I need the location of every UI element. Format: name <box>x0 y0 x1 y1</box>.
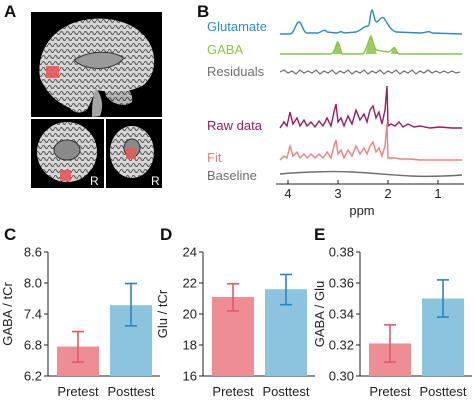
panel-letter-e: E <box>314 225 325 244</box>
panel-letter-c: C <box>4 225 16 244</box>
voxel-marker-sagittal <box>46 66 59 78</box>
spectrum-label-glutamate: Glutamate <box>207 19 267 34</box>
ppm-axis-title: ppm <box>349 203 374 218</box>
y-tick-label: 6.2 <box>24 369 42 384</box>
spectrum-fit <box>279 123 462 161</box>
ppm-tick-label: 4 <box>284 186 291 201</box>
spectrum-glutamate <box>280 9 463 35</box>
y-tick-label: 6.8 <box>24 338 42 353</box>
bar-chart-e: E 0.30 0.32 0.34 0.36 0.38 GABA / Glu Pretest Po… <box>312 225 472 399</box>
spectrum-label-gaba: GABA <box>207 42 243 57</box>
category-label: Pretest <box>212 384 254 399</box>
bar-chart-d: D 16 18 20 22 24 Glu / tCr Pretest Posttest <box>155 225 315 399</box>
ppm-tick-label: 3 <box>334 186 341 201</box>
y-tick-label: 8.6 <box>24 245 42 260</box>
ppm-ticks <box>287 180 439 184</box>
spectrum-baseline <box>279 170 463 178</box>
orientation-label-r: R <box>151 174 160 188</box>
spectrum-residuals <box>279 69 461 75</box>
panel-letter-a: A <box>4 2 16 21</box>
panel-b: B Glutamate GABA Residuals Raw data Fit … <box>197 2 464 218</box>
ppm-tick-label: 1 <box>434 186 441 201</box>
y-tick-label: 8.0 <box>24 276 42 291</box>
spectrum-label-raw-data: Raw data <box>207 118 263 133</box>
voxel-marker-axial <box>60 170 71 181</box>
y-tick-label: 0.30 <box>329 369 354 384</box>
y-tick-label: 0.32 <box>329 338 354 353</box>
y-tick-label: 0.38 <box>329 245 354 260</box>
y-tick-label: 16 <box>183 369 197 384</box>
ppm-tick-label: 2 <box>384 186 391 201</box>
axial-mri-image: R <box>31 119 104 188</box>
bar-chart-panels: C 6.2 6.8 7.4 8.0 8.6 GABA / tCr Pretest Posttes… <box>0 225 472 399</box>
spectrum-raw-data <box>279 85 462 129</box>
y-tick-label: 0.34 <box>329 307 354 322</box>
orientation-label-r: R <box>90 174 99 188</box>
y-tick-label: 20 <box>183 307 197 322</box>
y-axis-title: GABA / Glu <box>312 281 327 347</box>
y-tick-label: 7.4 <box>24 307 42 322</box>
spectrum-label-fit: Fit <box>207 150 222 165</box>
y-tick-label: 18 <box>183 338 197 353</box>
panel-a: A R <box>4 2 162 188</box>
category-label: Posttest <box>420 384 467 399</box>
panel-letter-b: B <box>197 2 209 21</box>
y-axis-title: Glu / tCr <box>155 289 170 338</box>
y-tick-label: 24 <box>183 245 197 260</box>
y-axis-title: GABA / tCr <box>0 282 15 346</box>
spectrum-gaba-fill <box>333 36 399 54</box>
category-label: Pretest <box>369 384 411 399</box>
y-tick-label: 22 <box>183 276 197 291</box>
panel-letter-d: D <box>160 225 172 244</box>
y-tick-label: 0.36 <box>329 276 354 291</box>
category-label: Posttest <box>108 384 155 399</box>
spectrum-label-baseline: Baseline <box>207 168 257 183</box>
sagittal-mri-image <box>31 12 162 117</box>
voxel-marker-coronal <box>126 148 136 159</box>
category-label: Posttest <box>263 384 310 399</box>
bar-chart-c: C 6.2 6.8 7.4 8.0 8.6 GABA / tCr Pretest Posttes… <box>0 225 160 399</box>
coronal-mri-image: R <box>106 119 162 188</box>
category-label: Pretest <box>57 384 99 399</box>
spectrum-label-residuals: Residuals <box>207 64 265 79</box>
